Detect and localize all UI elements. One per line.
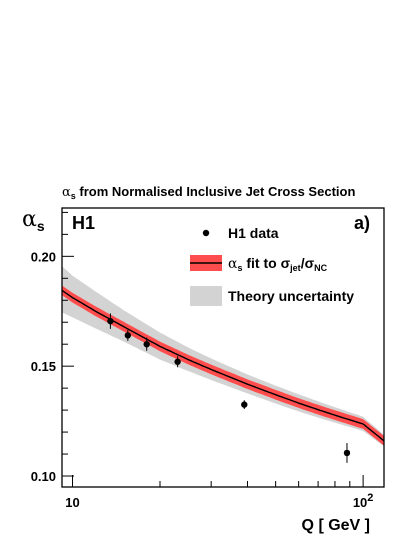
panel-label: a)	[354, 213, 370, 233]
experiment-label: H1	[72, 213, 95, 233]
data-point	[107, 313, 114, 329]
legend-fit-mid: fit to σ	[242, 255, 290, 271]
fit-band	[62, 285, 384, 446]
legend-item-fit: αs fit to σjet/σNC	[190, 255, 328, 273]
chart-title: αs from Normalised Inclusive Jet Cross S…	[62, 184, 355, 201]
legend: H1 data αs fit to σjet/σNC Theory uncert…	[190, 225, 354, 306]
legend-fit-jet-sub: jet	[289, 263, 301, 273]
legend-item-theory: Theory uncertainty	[190, 286, 354, 306]
legend-data-label: H1 data	[228, 225, 279, 241]
fit-layer	[62, 285, 384, 446]
legend-theory-label: Theory uncertainty	[228, 288, 354, 304]
x-tick-label: 102	[353, 492, 374, 510]
y-axis-subscript: s	[37, 218, 45, 234]
data-points-layer	[107, 313, 351, 463]
y-tick-label: 0.15	[31, 359, 56, 374]
fit-line	[62, 289, 384, 442]
data-marker	[343, 449, 351, 457]
legend-fit-alpha: α	[228, 256, 238, 272]
x-tick-label: 10	[65, 495, 79, 510]
data-marker	[174, 358, 181, 365]
data-point	[241, 400, 248, 410]
x-axis-label: Q [ GeV ]	[302, 517, 370, 534]
legend-theory-swatch	[190, 286, 222, 306]
data-point	[343, 443, 351, 463]
data-point	[124, 329, 132, 341]
data-point	[143, 337, 150, 351]
legend-fit-alpha-sub: s	[237, 263, 242, 273]
data-marker	[124, 332, 132, 339]
data-marker	[143, 341, 150, 348]
legend-data-marker	[202, 229, 210, 237]
legend-fit-nc-sub: NC	[314, 263, 327, 273]
plot-frame	[61, 207, 385, 488]
data-marker	[241, 401, 248, 408]
title-alpha-subscript: s	[71, 191, 76, 201]
title-text: from Normalised Inclusive Jet Cross Sect…	[76, 184, 356, 199]
y-axis-label: αs	[22, 207, 45, 234]
legend-item-data: H1 data	[202, 225, 279, 241]
legend-fit-mid2: /σ	[301, 255, 315, 271]
legend-fit-label: αs fit to σjet/σNC	[228, 255, 328, 273]
y-tick-label: 0.20	[31, 249, 56, 264]
y-tick-label: 0.10	[31, 469, 56, 484]
y-axis-alpha: α	[22, 207, 37, 232]
data-marker	[107, 317, 114, 325]
title-alpha-symbol: α	[62, 185, 71, 200]
data-point	[174, 356, 181, 368]
